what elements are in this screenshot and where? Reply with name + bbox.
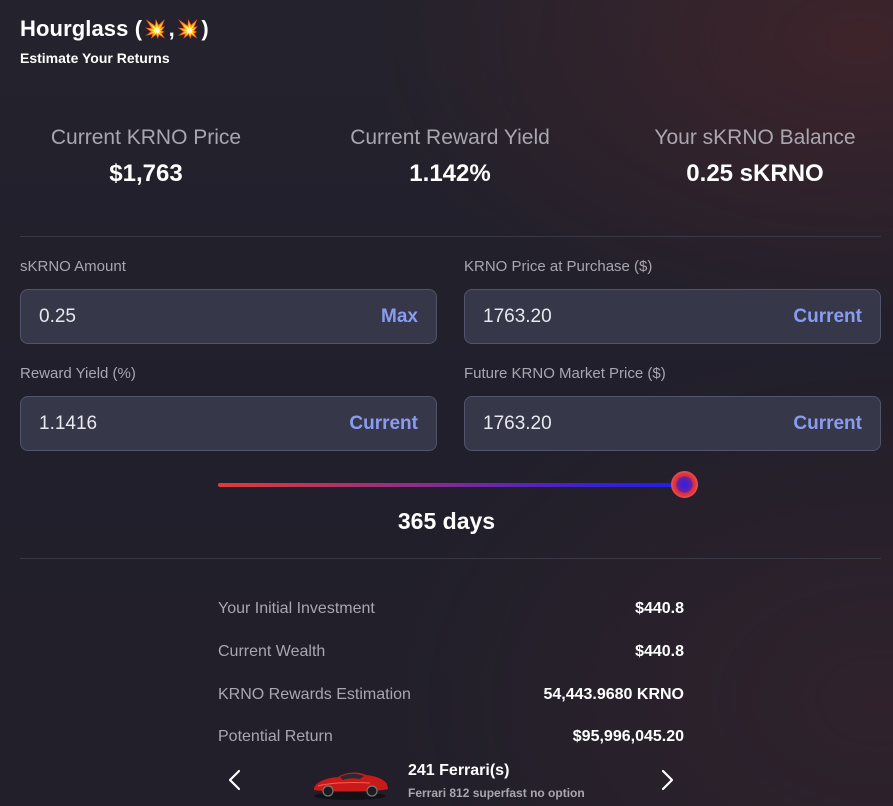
- app-title: Hourglass ( 💥 , 💥 ): [20, 16, 209, 42]
- result-label: Your Initial Investment: [218, 600, 375, 618]
- stat-value: 1.142%: [409, 160, 491, 187]
- stat-value: $1,763: [109, 160, 183, 187]
- reward-carousel: 241 Ferrari(s) Ferrari 812 superfast no …: [0, 756, 893, 806]
- max-button[interactable]: Max: [381, 305, 418, 327]
- stats-row: Current KRNO Price $1,763 Current Reward…: [0, 126, 893, 206]
- result-row: Your Initial Investment $440.8: [218, 588, 684, 631]
- explosion-icon: 💥: [144, 19, 167, 39]
- reward-yield-input[interactable]: 1.1416 Current: [20, 396, 437, 451]
- result-row: Current Wealth $440.8: [218, 631, 684, 674]
- stat-value: 0.25 sKRNO: [686, 160, 824, 187]
- app-title-suffix: ): [201, 16, 209, 41]
- result-row: Potential Return $95,996,045.20: [218, 716, 684, 759]
- result-label: Current Wealth: [218, 643, 326, 661]
- skrno-amount-input[interactable]: 0.25 Max: [20, 289, 437, 344]
- purchase-price-input[interactable]: 1763.20 Current: [464, 289, 881, 344]
- stat-reward-yield: Current Reward Yield 1.142%: [300, 126, 600, 188]
- reward-yield-label: Reward Yield (%): [20, 365, 136, 382]
- page-subtitle: Estimate Your Returns: [20, 50, 170, 66]
- future-price-label: Future KRNO Market Price ($): [464, 365, 666, 382]
- divider: [20, 236, 881, 237]
- result-value: $440.8: [635, 600, 684, 618]
- days-label: 365 days: [397, 508, 496, 534]
- skrno-amount-label: sKRNO Amount: [20, 258, 126, 275]
- header: Hourglass ( 💥 , 💥 ) Estimate Your Return…: [20, 16, 209, 66]
- result-value: $95,996,045.20: [572, 728, 684, 746]
- stat-skrno-balance: Your sKRNO Balance 0.25 sKRNO: [605, 126, 893, 188]
- reward-yield-current-button[interactable]: Current: [349, 412, 418, 434]
- stat-label: Your sKRNO Balance: [654, 126, 856, 149]
- purchase-price-value[interactable]: 1763.20: [483, 305, 552, 327]
- explosion-icon: 💥: [176, 19, 200, 39]
- result-value: $440.8: [635, 643, 684, 661]
- stat-label: Current Reward Yield: [350, 126, 550, 149]
- app-title-prefix: Hourglass (: [20, 16, 143, 41]
- days-slider-thumb[interactable]: [670, 471, 698, 498]
- days-slider-track[interactable]: [218, 483, 684, 487]
- result-value: 54,443.9680 KRNO: [543, 685, 684, 703]
- divider: [20, 558, 881, 559]
- purchase-price-current-button[interactable]: Current: [793, 305, 862, 327]
- result-row: KRNO Rewards Estimation 54,443.9680 KRNO: [218, 673, 684, 716]
- result-label: KRNO Rewards Estimation: [218, 685, 411, 703]
- result-label: Potential Return: [218, 728, 333, 746]
- future-price-current-button[interactable]: Current: [793, 412, 862, 434]
- app-title-separator: ,: [168, 16, 175, 41]
- skrno-amount-value[interactable]: 0.25: [39, 305, 76, 327]
- future-price-value[interactable]: 1763.20: [483, 412, 552, 434]
- chevron-left-icon[interactable]: [224, 766, 246, 794]
- ferrari-car-image: [314, 772, 388, 800]
- carousel-description: Ferrari 812 superfast no option: [408, 786, 585, 800]
- future-price-input[interactable]: 1763.20 Current: [464, 396, 881, 451]
- carousel-title: 241 Ferrari(s): [408, 762, 510, 779]
- results-list: Your Initial Investment $440.8 Current W…: [218, 588, 684, 759]
- chevron-right-icon[interactable]: [656, 766, 678, 794]
- stat-krno-price: Current KRNO Price $1,763: [0, 126, 296, 188]
- purchase-price-label: KRNO Price at Purchase ($): [464, 258, 653, 275]
- stat-label: Current KRNO Price: [50, 126, 242, 149]
- reward-yield-value[interactable]: 1.1416: [39, 412, 98, 434]
